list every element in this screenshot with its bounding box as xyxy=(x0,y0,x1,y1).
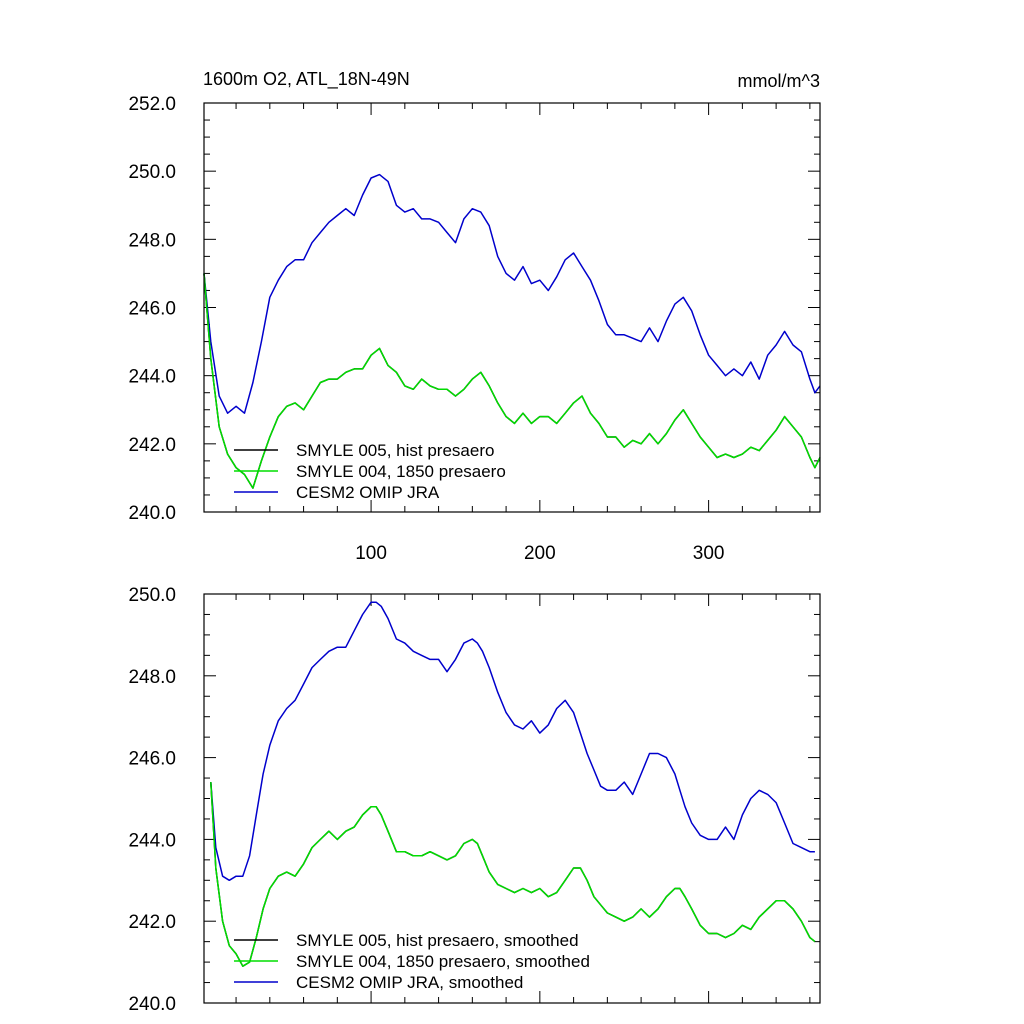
series-line-2 xyxy=(210,601,815,882)
chart-units: mmol/m^3 xyxy=(738,71,820,91)
y-tick-label: 248.0 xyxy=(128,667,176,688)
y-tick-label: 240.0 xyxy=(128,994,176,1015)
legend: SMYLE 005, hist presaero SMYLE 004, 1850 … xyxy=(234,441,506,502)
x-tick-label: 200 xyxy=(524,543,556,564)
legend-label: CESM2 OMIP JRA, smoothed xyxy=(296,973,523,992)
legend-label: SMYLE 005, hist presaero, smoothed xyxy=(296,931,579,950)
y-tick-label: 242.0 xyxy=(128,435,176,456)
legend-label: CESM2 OMIP JRA xyxy=(296,483,440,502)
plot-frame xyxy=(203,593,821,1004)
y-tick-label: 244.0 xyxy=(128,830,176,851)
y-tick-label: 246.0 xyxy=(128,299,176,320)
y-tick-label: 250.0 xyxy=(128,585,176,606)
series-line-1 xyxy=(210,782,816,967)
legend-label: SMYLE 005, hist presaero xyxy=(296,441,494,460)
legend: SMYLE 005, hist presaero, smoothed SMYLE … xyxy=(234,931,590,992)
legend-label: SMYLE 004, 1850 presaero xyxy=(296,462,506,481)
axis-ticks xyxy=(204,593,820,1004)
chart-panel-raw: 1600m O2, ATL_18N-49N mmol/m^3 240.0 242.… xyxy=(128,69,821,564)
chart-title: 1600m O2, ATL_18N-49N xyxy=(203,69,410,90)
series-lines xyxy=(203,173,821,489)
legend-label: SMYLE 004, 1850 presaero, smoothed xyxy=(296,952,590,971)
series-lines xyxy=(210,601,816,967)
y-tick-label: 246.0 xyxy=(128,749,176,770)
chart-panel-smoothed: 240.0 242.0 244.0 246.0 248.0 250.0 SMYLE 005… xyxy=(128,585,821,1015)
plot-frame xyxy=(203,102,821,513)
series-line-1 xyxy=(203,273,821,489)
y-tick-label: 248.0 xyxy=(128,230,176,251)
x-tick-label: 100 xyxy=(355,543,387,564)
series-line-2 xyxy=(203,173,821,414)
axis-tick-labels: 240.0 242.0 244.0 246.0 248.0 250.0 252.0 100 20… xyxy=(128,94,724,564)
y-tick-label: 242.0 xyxy=(128,912,176,933)
y-tick-label: 244.0 xyxy=(128,367,176,388)
axis-tick-labels: 240.0 242.0 244.0 246.0 248.0 250.0 xyxy=(128,585,176,1015)
y-tick-label: 240.0 xyxy=(128,503,176,524)
x-tick-label: 300 xyxy=(693,543,725,564)
y-tick-label: 252.0 xyxy=(128,94,176,115)
y-tick-label: 250.0 xyxy=(128,162,176,183)
